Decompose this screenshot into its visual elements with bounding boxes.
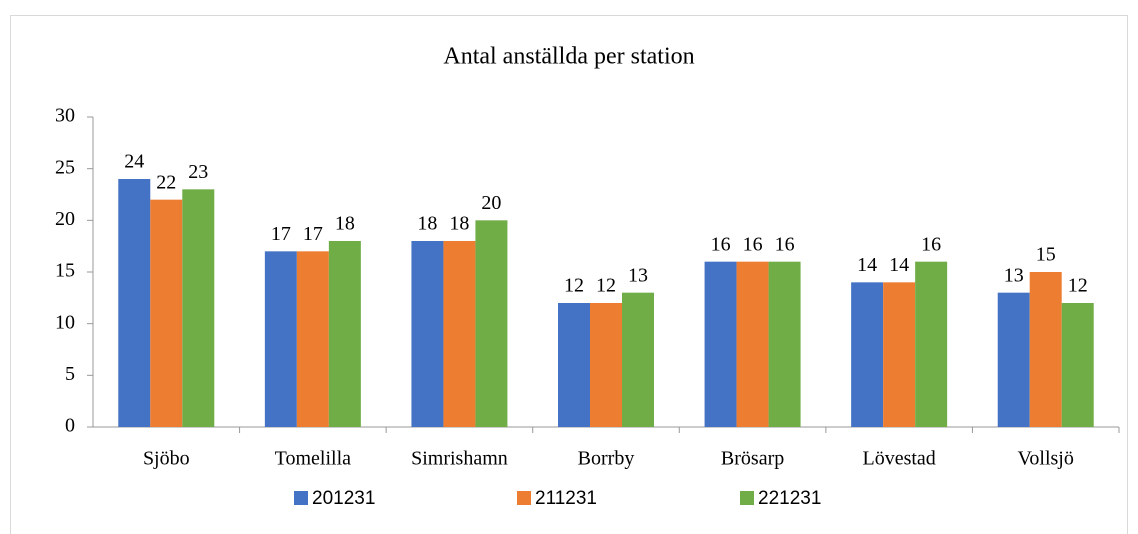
bar: [443, 241, 476, 427]
bar: [558, 303, 590, 427]
data-label: 13: [1004, 264, 1024, 286]
y-tick-label: 25: [55, 156, 75, 178]
data-label: 16: [743, 233, 763, 255]
bar: [1029, 272, 1062, 427]
bar: [296, 251, 329, 427]
y-tick-label: 30: [55, 105, 75, 127]
bar: [851, 282, 884, 427]
data-label: 20: [481, 192, 501, 214]
data-label: 12: [596, 275, 616, 297]
x-tick-label: Borrby: [578, 448, 635, 470]
bar: [264, 251, 297, 427]
data-label: 17: [303, 223, 323, 245]
data-label: 12: [564, 275, 584, 297]
bar: [622, 292, 654, 427]
x-tick-label: Sjöbo: [143, 448, 190, 470]
bar: [997, 292, 1030, 427]
legend-swatch: [294, 491, 308, 505]
bar: [915, 261, 948, 427]
data-label: 16: [711, 233, 731, 255]
bar: [182, 189, 215, 427]
bar: [883, 282, 916, 427]
data-label: 24: [124, 151, 144, 173]
data-label: 18: [335, 213, 355, 235]
x-tick-label: Simrishamn: [411, 448, 508, 470]
y-tick-label: 20: [55, 208, 75, 230]
y-tick-label: 5: [65, 363, 75, 385]
bar: [411, 241, 444, 427]
legend-label: 221231: [758, 488, 821, 509]
chart-title: Antal anställda per station: [443, 44, 694, 70]
data-label: 15: [1036, 244, 1056, 266]
data-label: 16: [921, 233, 941, 255]
data-label: 13: [628, 264, 648, 286]
bar: [768, 261, 801, 427]
data-label: 12: [1068, 275, 1088, 297]
y-tick-label: 10: [55, 311, 75, 333]
x-tick-label: Lövestad: [862, 448, 935, 470]
bar: [475, 220, 508, 427]
data-label: 14: [857, 254, 877, 276]
legend-label: 211231: [535, 488, 597, 509]
data-label: 22: [156, 171, 176, 193]
legend-swatch: [517, 491, 531, 505]
bar: [150, 199, 183, 427]
y-tick-label: 0: [65, 415, 75, 437]
bar: [736, 261, 769, 427]
data-label: 14: [889, 254, 909, 276]
legend-label: 201231: [312, 488, 375, 509]
data-label: 18: [449, 213, 469, 235]
legend-swatch: [740, 491, 754, 505]
chart-frame: [10, 15, 1128, 534]
bar: [1061, 303, 1094, 427]
x-tick-label: Brösarp: [721, 448, 784, 470]
y-tick-label: 15: [55, 260, 75, 282]
data-label: 16: [775, 233, 795, 255]
data-label: 17: [271, 223, 291, 245]
bar: [704, 261, 737, 427]
bar: [590, 303, 622, 427]
bar: [328, 241, 361, 427]
data-label: 23: [188, 161, 208, 183]
x-tick-label: Vollsjö: [1018, 448, 1074, 470]
bar: [118, 179, 151, 427]
x-tick-label: Tomelilla: [275, 448, 351, 470]
data-label: 18: [417, 213, 437, 235]
